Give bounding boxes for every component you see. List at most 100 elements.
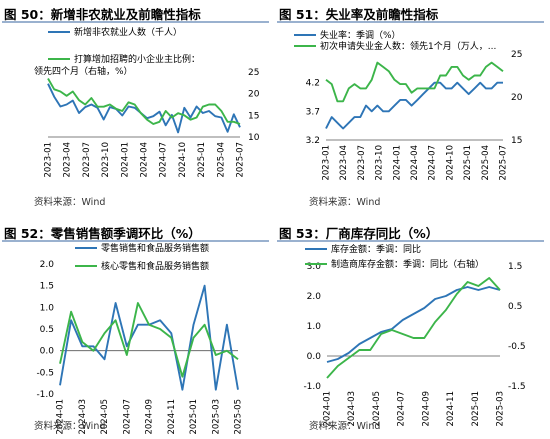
- y-tick-label: -1.0: [303, 382, 321, 392]
- series-line-1: [59, 284, 239, 391]
- legend-label: 打算增加招聘的小企业主比例：: [74, 53, 200, 65]
- y-tick-label: 4.2: [306, 79, 320, 89]
- inventory-chart: 2024-01 2024-03 2024-05 2024-07 2024-09 2024-…: [303, 243, 526, 427]
- legend-label: 库存金额：季调：同比: [331, 243, 421, 255]
- series-line-2: [325, 61, 504, 103]
- y-right-tick-label: 25: [248, 68, 259, 78]
- x-tick-label: 2024-07: [397, 391, 407, 427]
- x-tick-label: 2023-10: [375, 145, 385, 181]
- legend-label: 制造商库存金额：季调：同比（右轴）: [331, 258, 484, 270]
- y-right-tick-label: -0.5: [508, 342, 526, 352]
- series-line-1: [326, 286, 501, 363]
- series-line-2: [59, 302, 239, 378]
- y-tick-label: 0.5: [40, 325, 54, 335]
- y-right-tick-label: 10: [248, 133, 260, 143]
- x-tick-label: 2024-07: [428, 145, 438, 181]
- x-tick-label: 2025-03: [211, 399, 221, 435]
- x-tick-label: 2023-04: [63, 142, 73, 178]
- x-tick-label: 2025-07: [499, 145, 509, 181]
- panel-title: 图 53：厂商库存同比（%）: [279, 226, 439, 241]
- x-tick-label: 2024-03: [78, 399, 88, 435]
- source-note: 资料来源：Wind: [309, 421, 381, 432]
- series-line-1: [325, 81, 503, 130]
- x-tick-label: 2025-01: [471, 391, 481, 427]
- y-right-tick-label: -1.5: [508, 382, 526, 392]
- x-tick-label: 2024-05: [100, 399, 110, 435]
- x-tick-label: 2025-05: [234, 399, 244, 435]
- x-tick-label: 2024-10: [445, 145, 455, 181]
- legend-label: 核心零售和食品服务销售额: [101, 260, 209, 272]
- x-tick-label: 2024-03: [347, 391, 357, 427]
- y-tick-label: 0.0: [40, 347, 55, 357]
- y-tick-label: 2.0: [307, 292, 322, 302]
- panel-title: 图 51：失业率及前瞻性指标: [279, 7, 439, 22]
- source-note: 资料来源：Wind: [34, 197, 106, 208]
- legend-label: 初次申请失业金人数：领先1个月（万人，...: [320, 40, 496, 52]
- unemployment-chart: 2023-01 2023-04 2023-07 2023-10 2024-01 2024-…: [294, 29, 523, 181]
- x-tick-label: 2024-11: [167, 399, 177, 435]
- y-right-tick-label: 25: [511, 50, 522, 60]
- x-tick-label: 2024-01: [120, 142, 130, 178]
- title-rule: [2, 240, 269, 242]
- legend-label: 零售销售和食品服务销售额: [101, 242, 209, 254]
- legend-label: 新增非农就业人数（千人）: [74, 26, 182, 38]
- legend-label-cont: 领先四个月（右轴，%）: [34, 65, 133, 77]
- y-right-tick-label: 20: [511, 93, 523, 103]
- x-tick-label: 2024-10: [178, 142, 188, 178]
- y-tick-label: 1.0: [307, 322, 322, 332]
- series-line-2: [326, 277, 501, 379]
- x-tick-label: 2024-04: [410, 145, 420, 181]
- y-tick-label: 3.7: [306, 107, 320, 117]
- panel-retail: 图 52：零售销售额季调环比（%） 2024-01 2024-03 2024-05 2…: [0, 219, 275, 439]
- series-line-2: [47, 78, 241, 125]
- panel-title: 图 52：零售销售额季调环比（%）: [4, 226, 201, 241]
- y-tick-label: 1.5: [40, 282, 54, 292]
- x-tick-label: 2024-07: [122, 399, 132, 435]
- x-tick-label: 2024-11: [446, 391, 456, 427]
- y-right-tick-label: 20: [248, 90, 260, 100]
- title-rule: [277, 240, 544, 242]
- panel-inventory: 图 53：厂商库存同比（%） 2024-01 2024-03 2024-05 2024…: [275, 219, 550, 439]
- title-rule: [277, 21, 544, 23]
- x-tick-label: 2024-01: [56, 399, 66, 435]
- series-line-1: [47, 83, 241, 134]
- y-tick-label: -0.5: [36, 368, 54, 378]
- x-tick-label: 2024-09: [145, 399, 155, 435]
- x-tick-label: 2024-09: [421, 391, 431, 427]
- x-tick-label: 2025-01: [197, 142, 207, 178]
- y-tick-label: 2.0: [40, 260, 55, 270]
- x-tick-label: 2025-03: [496, 391, 506, 427]
- x-tick-label: 2024-01: [392, 145, 402, 181]
- x-tick-label: 2023-01: [44, 142, 54, 178]
- y-right-tick-label: 15: [248, 111, 259, 121]
- y-tick-label: 1.0: [40, 303, 55, 313]
- x-tick-label: 2023-10: [101, 142, 111, 178]
- x-tick-label: 2025-01: [189, 399, 199, 435]
- y-right-tick-label: 0.5: [508, 302, 522, 312]
- nonfarm-chart: 2023-01 2023-04 2023-07 2023-10 2024-01 2024-…: [34, 26, 260, 178]
- x-tick-label: 2023-07: [357, 145, 367, 181]
- y-right-tick-label: 15: [511, 136, 522, 146]
- retail-chart: 2024-01 2024-03 2024-05 2024-07 2024-09 2024-…: [36, 242, 244, 435]
- title-rule: [2, 21, 269, 23]
- x-tick-label: 2023-01: [322, 145, 332, 181]
- panel-nonfarm: 图 50：新增非农就业及前瞻性指标 2023-01 2023-04 2023-07 2…: [0, 0, 275, 220]
- y-tick-label: 3.0: [307, 262, 322, 272]
- x-tick-label: 2024-07: [159, 142, 169, 178]
- legend-label: 失业率：季调（%）: [320, 29, 401, 41]
- x-tick-label: 2025-04: [216, 142, 226, 178]
- x-tick-label: 2023-07: [82, 142, 92, 178]
- y-tick-label: -1.0: [36, 390, 54, 400]
- x-tick-label: 2024-04: [140, 142, 150, 178]
- x-tick-label: 2023-04: [339, 145, 349, 181]
- y-right-tick-label: 1.5: [508, 262, 522, 272]
- y-tick-label: 0.0: [307, 352, 322, 362]
- source-note: 资料来源：Wind: [34, 421, 106, 432]
- panel-unemployment: 图 51：失业率及前瞻性指标 2023-01 2023-04 2023-07 2023…: [275, 0, 550, 220]
- source-note: 资料来源：Wind: [309, 197, 381, 208]
- panel-title: 图 50：新增非农就业及前瞻性指标: [4, 7, 201, 22]
- y-tick-label: 3.2: [306, 136, 320, 146]
- x-tick-label: 2024-05: [372, 391, 382, 427]
- x-tick-label: 2025-07: [236, 142, 246, 178]
- x-tick-label: 2024-01: [323, 391, 333, 427]
